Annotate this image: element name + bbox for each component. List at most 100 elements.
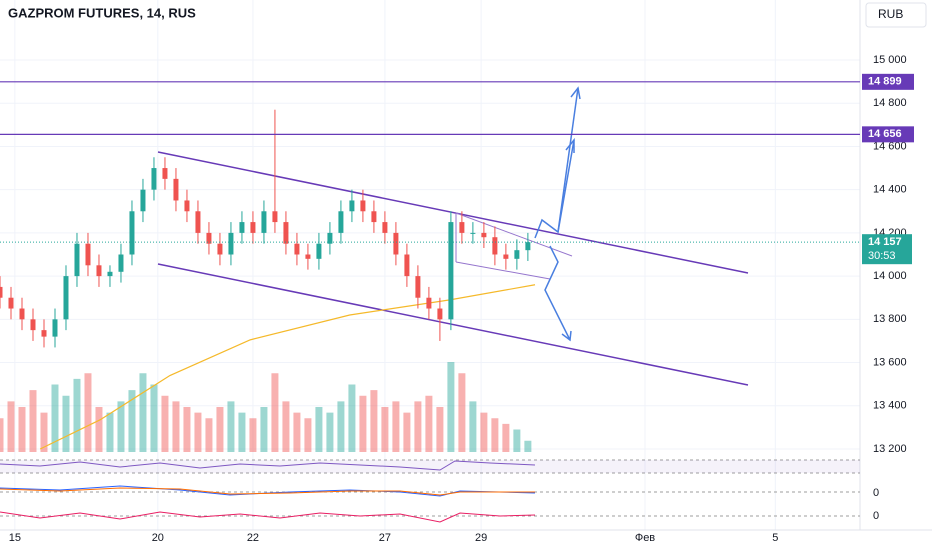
candle-body [514,250,520,259]
indicator-zero-label: 0 [873,487,879,499]
candle-body [415,276,421,298]
candle-body [206,232,212,244]
volume-bar [95,407,103,452]
candle-body [74,243,80,277]
candle-body [151,168,157,190]
candle-body [129,211,135,255]
price-level-box [862,73,914,90]
volume-bar [436,407,444,452]
candle-body [8,297,14,309]
candle-body [195,211,201,233]
indicator-zero-label: 0 [873,510,879,522]
candle-body [96,265,102,277]
channel-lower [157,263,749,386]
candle-body [85,243,91,266]
y-tick-label: 14 800 [873,97,907,109]
triangle-lower [455,261,551,280]
candle-body [305,254,311,259]
volume-bar [458,373,466,452]
volume-bar [469,401,477,452]
volume-bar [7,401,15,452]
volume-bar [249,418,257,452]
volume-bar [150,384,158,452]
candle-body [63,276,69,320]
volume-bar [513,429,521,452]
candle-body [404,254,410,277]
y-tick-label: 14 000 [873,270,907,282]
candle-body [250,222,256,233]
volume-bar [40,412,48,452]
candle-body [316,243,322,259]
candle-body [140,189,146,212]
volume-bar [216,407,224,452]
candle-body [107,271,113,277]
volume-bar [106,412,114,452]
candle-body [338,211,344,233]
volume-bar [62,395,70,452]
candle-body [0,286,3,298]
candle-body [272,211,278,223]
volume-bar [172,401,180,452]
x-tick-label: Фев [635,532,655,544]
volume-bar [238,412,246,452]
volume-bar [227,401,235,452]
triangle-upper [455,212,573,257]
volume-bar [414,401,422,452]
candle-body [349,200,355,212]
volume-bar [0,418,4,452]
volume-bar [348,384,356,452]
volume-bar [260,407,268,452]
candle-body [239,222,245,233]
candle-body [283,222,289,244]
candle-body [393,232,399,255]
candle-body [41,330,47,337]
volume-bar [480,412,488,452]
x-tick-label: 27 [379,532,391,544]
price-level-box [862,126,914,143]
channel-upper [157,151,749,274]
candle-body [426,297,432,309]
volume-bar [183,407,191,452]
volume-bar [128,390,136,452]
volume-bar [194,412,202,452]
candle-body [525,242,531,251]
x-tick-label: 22 [247,532,259,544]
volume-bar [524,440,532,452]
volume-bar [381,407,389,452]
currency[interactable]: RUB [878,7,903,21]
candle-body [184,200,190,212]
volume-bar [403,412,411,452]
candle-body [162,168,168,179]
volume-bar [139,373,147,452]
volume-bar [205,418,213,452]
candle-body [503,254,509,259]
volume-bar [161,395,169,452]
candle-body [19,308,25,320]
forecast-arrows [534,86,581,342]
price-level-label: 14 899 [868,76,902,88]
currency-box[interactable] [865,2,927,28]
volume-bar [392,401,400,452]
volume-bar [447,362,455,452]
candle-body [470,232,476,234]
candle-body [371,211,377,223]
y-tick-label: 14 600 [873,140,907,152]
volume-bar [282,401,290,452]
volume-bar [51,384,59,452]
candle-body [448,222,454,320]
candle-body [30,319,36,331]
last-price-label: 14 157 [868,236,902,248]
x-tick-label: 20 [152,532,164,544]
last-price-box [862,234,912,265]
volume-bar [293,412,301,452]
volume-bar [502,423,510,452]
candle-body [437,308,443,320]
candle-body [327,232,333,244]
candle-body [459,222,465,233]
volume-bar [271,373,279,452]
candle-body [481,232,487,238]
y-tick-label: 13 600 [873,356,907,368]
volume-bar [370,390,378,452]
